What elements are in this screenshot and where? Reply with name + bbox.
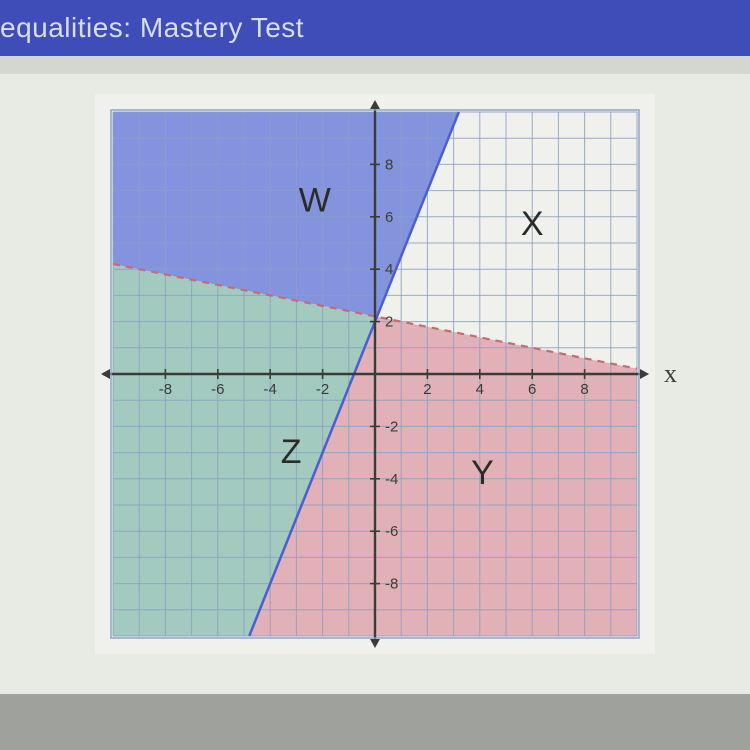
svg-text:-6: -6 xyxy=(211,381,224,398)
svg-text:8: 8 xyxy=(385,156,393,173)
svg-text:-8: -8 xyxy=(385,576,398,593)
region-label-y: Y xyxy=(471,454,494,492)
inequalities-chart: -8-8-6-6-4-4-2-222446688WXYZ x xyxy=(95,94,655,654)
svg-text:-4: -4 xyxy=(264,381,277,398)
svg-text:-2: -2 xyxy=(316,381,329,398)
svg-text:-4: -4 xyxy=(385,471,398,488)
svg-text:6: 6 xyxy=(528,381,536,398)
svg-text:-8: -8 xyxy=(159,381,172,398)
region-label-x: X xyxy=(521,205,544,243)
svg-text:-2: -2 xyxy=(385,418,398,435)
svg-text:8: 8 xyxy=(580,381,588,398)
x-axis-label: x xyxy=(664,359,677,389)
svg-text:6: 6 xyxy=(385,209,393,226)
svg-text:-6: -6 xyxy=(385,523,398,540)
header-title: equalities: Mastery Test xyxy=(0,12,304,43)
lower-background xyxy=(0,694,750,750)
page-header: equalities: Mastery Test xyxy=(0,0,750,56)
svg-text:4: 4 xyxy=(476,381,484,398)
region-label-z: Z xyxy=(281,433,302,471)
svg-text:2: 2 xyxy=(385,314,393,331)
region-label-w: W xyxy=(299,182,331,220)
svg-text:4: 4 xyxy=(385,261,393,278)
content-area: -8 -8 -6 -6 -4 -4 -2 -2 2 2 4 4 6 6 8 8 W X Y Z x xyxy=(0,74,750,694)
divider-strip xyxy=(0,56,750,74)
svg-text:2: 2 xyxy=(423,381,431,398)
